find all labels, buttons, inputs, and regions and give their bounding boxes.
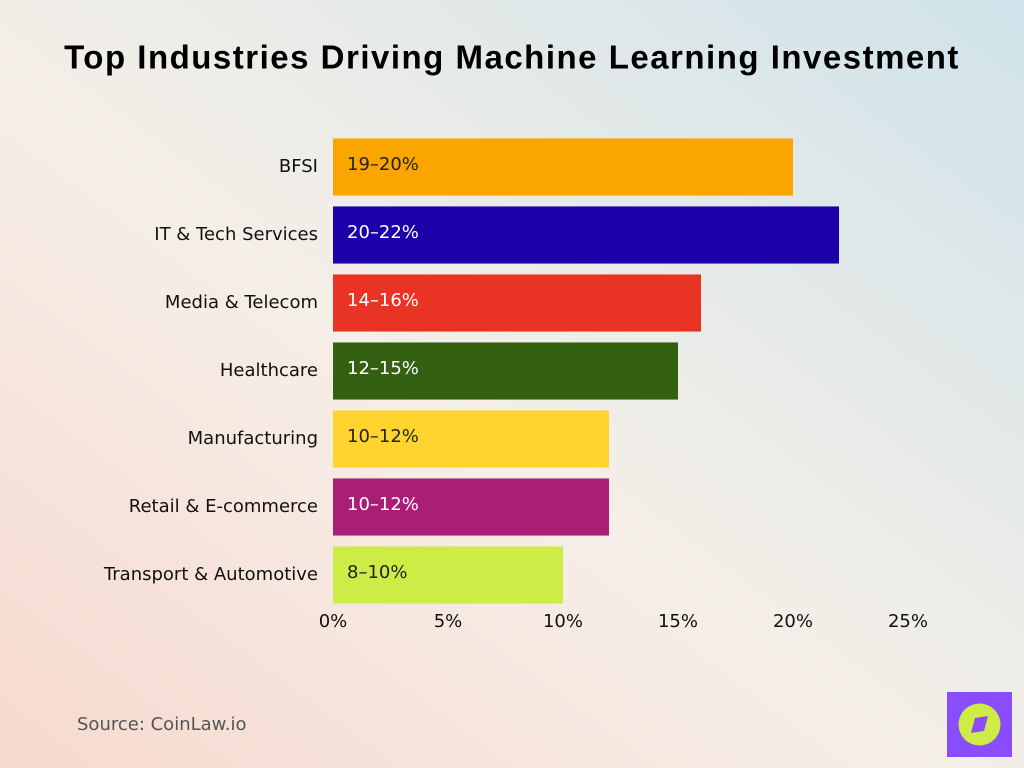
x-tick-label: 10% [543,611,583,632]
source: Source: CoinLaw.io [77,714,246,735]
y-tick-label: Transport & Automotive [103,564,318,585]
value-label: 19–20% [347,154,419,175]
x-tick-label: 25% [888,611,928,632]
y-tick-label: Healthcare [220,360,318,381]
bar [333,410,609,468]
bar [333,546,563,604]
bar [333,274,701,332]
bar [333,206,839,264]
value-label: 14–16% [347,290,419,311]
chart-title: Top Industries Driving Machine Learning … [64,39,960,76]
y-tick-label: BFSI [279,156,318,177]
value-label: 20–22% [347,222,419,243]
x-tick-label: 5% [434,611,463,632]
x-tick-label: 0% [319,611,348,632]
bar [333,138,793,196]
value-label: 10–12% [347,494,419,515]
y-tick-label: IT & Tech Services [154,224,318,245]
logo-mark [971,716,988,733]
logo [947,692,1012,757]
x-tick-label: 15% [658,611,698,632]
bar [333,478,609,536]
value-label: 10–12% [347,426,419,447]
bar [333,342,678,400]
value-label: 8–10% [347,562,407,583]
value-label: 12–15% [347,358,419,379]
x-tick-label: 20% [773,611,813,632]
y-tick-label: Manufacturing [188,428,318,449]
y-tick-label: Retail & E-commerce [129,496,318,517]
y-tick-label: Media & Telecom [165,292,318,313]
